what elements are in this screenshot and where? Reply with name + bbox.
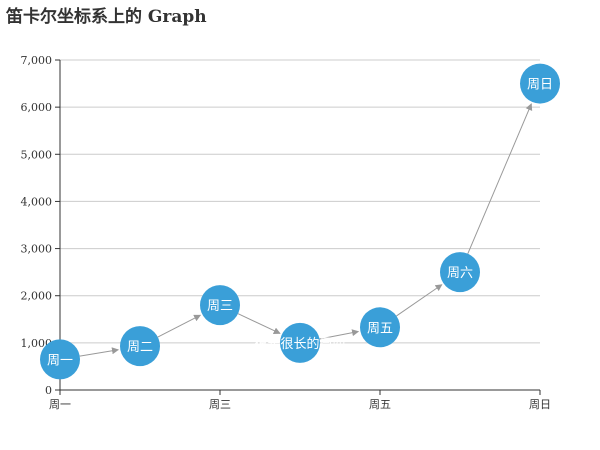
y-tick-label: 5,000 <box>21 148 53 161</box>
node-circle[interactable] <box>440 252 480 293</box>
graph-edge <box>79 347 119 357</box>
y-tick-label: 4,000 <box>21 195 53 208</box>
graph-edge <box>319 329 360 340</box>
node-label: 周三 <box>207 299 233 314</box>
graph-edge <box>467 103 533 254</box>
graph-node[interactable]: 很长很长的周四 <box>254 322 346 363</box>
y-tick-label: 6,000 <box>21 101 53 114</box>
y-tick-label: 3,000 <box>21 243 53 256</box>
node-label: 周六 <box>447 266 473 281</box>
node-label: 很长很长的周四 <box>254 336 345 352</box>
graph-node[interactable]: 周日 <box>520 63 560 104</box>
node-label: 周五 <box>367 321 393 336</box>
edges <box>79 103 533 357</box>
node-circle[interactable] <box>40 339 80 380</box>
graph-edge <box>396 284 443 317</box>
node-circle[interactable] <box>520 63 560 104</box>
node-label: 周日 <box>527 78 553 93</box>
chart-title: 笛卡尔坐标系上的 Graph <box>6 7 207 27</box>
node-label: 周二 <box>127 340 153 355</box>
y-tick-label: 2,000 <box>21 290 53 303</box>
node-circle[interactable] <box>200 285 240 326</box>
x-tick-label: 周三 <box>209 398 231 411</box>
x-tick-label: 周五 <box>369 398 391 411</box>
grid-lines <box>60 59 540 344</box>
graph-node[interactable]: 周五 <box>360 307 400 348</box>
node-circle[interactable] <box>280 322 320 363</box>
graph-node[interactable]: 周三 <box>200 285 240 326</box>
x-tick-label: 周一 <box>49 398 71 411</box>
graph-node[interactable]: 周二 <box>120 326 160 367</box>
y-tick-label: 7,000 <box>21 54 53 67</box>
graph-node[interactable]: 周六 <box>440 252 480 293</box>
y-tick-label: 1,000 <box>21 337 53 350</box>
node-circle[interactable] <box>120 326 160 367</box>
y-tick-label: 0 <box>45 384 52 397</box>
graph-edge <box>157 314 202 338</box>
node-label: 周一 <box>47 353 73 368</box>
graph-node[interactable]: 周一 <box>40 339 80 380</box>
node-circle[interactable] <box>360 307 400 348</box>
graph-edge <box>237 313 281 334</box>
x-tick-label: 周日 <box>529 398 551 411</box>
